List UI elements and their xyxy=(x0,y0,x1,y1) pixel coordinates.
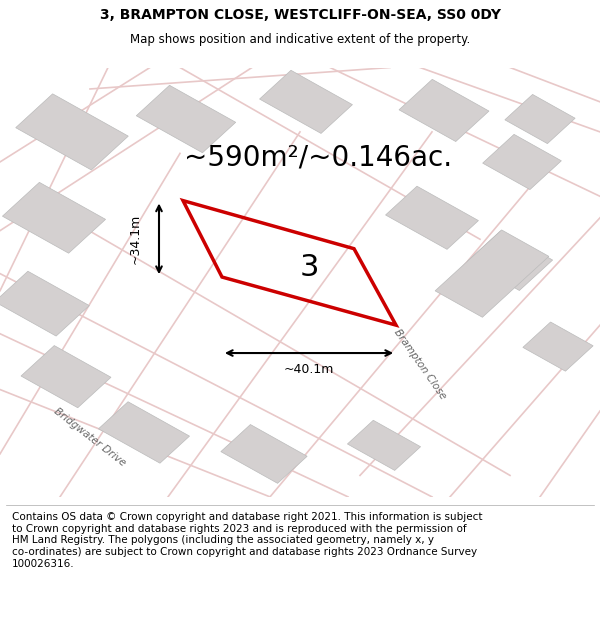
Polygon shape xyxy=(435,230,549,318)
Polygon shape xyxy=(399,79,489,141)
Polygon shape xyxy=(386,186,478,249)
Polygon shape xyxy=(347,420,421,471)
Polygon shape xyxy=(2,182,106,253)
Text: Map shows position and indicative extent of the property.: Map shows position and indicative extent… xyxy=(130,33,470,46)
Text: ~34.1m: ~34.1m xyxy=(128,214,142,264)
Text: Contains OS data © Crown copyright and database right 2021. This information is : Contains OS data © Crown copyright and d… xyxy=(12,512,482,569)
Polygon shape xyxy=(482,134,562,189)
Text: 3, BRAMPTON CLOSE, WESTCLIFF-ON-SEA, SS0 0DY: 3, BRAMPTON CLOSE, WESTCLIFF-ON-SEA, SS0… xyxy=(100,8,500,22)
Polygon shape xyxy=(505,94,575,144)
Text: Bridgwater Drive: Bridgwater Drive xyxy=(52,406,128,468)
Polygon shape xyxy=(467,231,553,291)
Polygon shape xyxy=(0,271,89,336)
Polygon shape xyxy=(136,85,236,152)
Polygon shape xyxy=(221,424,307,483)
Text: ~40.1m: ~40.1m xyxy=(284,363,334,376)
Text: 3: 3 xyxy=(300,253,320,282)
Polygon shape xyxy=(260,70,352,133)
Text: Brampton Close: Brampton Close xyxy=(392,327,448,401)
Polygon shape xyxy=(21,346,111,408)
Polygon shape xyxy=(98,402,190,463)
Polygon shape xyxy=(523,322,593,371)
Text: ~590m²/~0.146ac.: ~590m²/~0.146ac. xyxy=(184,144,452,172)
Polygon shape xyxy=(16,94,128,170)
